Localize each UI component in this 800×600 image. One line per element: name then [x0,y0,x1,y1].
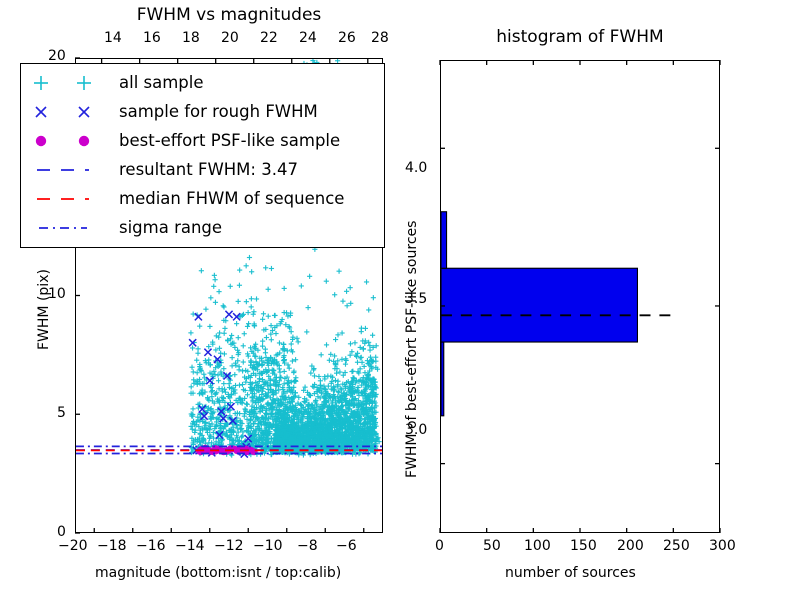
legend-item-median-fhwm: median FHWM of sequence [21,184,384,213]
circle-marker-icon [27,128,119,154]
legend-label: resultant FWHM: 3.47 [119,160,298,179]
dashdot-line-icon [27,215,119,241]
left-toptick-3: 20 [221,30,239,46]
right-xtick-6: 300 [709,538,736,554]
plus-marker-icon [27,70,119,96]
left-yaxis-label: FWHM (pix) [36,269,52,350]
left-xtick-7: −6 [336,538,357,554]
dashed-line-icon [27,186,119,212]
left-toptick-7: 28 [371,30,389,46]
legend-label: median FHWM of sequence [119,189,345,208]
left-xtick-4: −12 [214,538,244,554]
left-xtick-0: −20 [58,538,88,554]
right-plot-title: histogram of FWHM [496,27,664,47]
left-plot-title: FWHM vs magnitudes [136,5,322,25]
right-xtick-2: 100 [524,538,551,554]
left-xaxis-label: magnitude (bottom:isnt / top:calib) [95,565,342,581]
right-ytick-0: 3.0 [405,422,428,438]
cross-marker-icon [27,99,119,125]
right-ytick-2: 4.0 [405,160,428,176]
left-toptick-1: 16 [143,30,161,46]
left-xtick-6: −8 [297,538,318,554]
right-xtick-0: 0 [435,538,444,554]
legend-label: sample for rough FWHM [119,102,318,121]
legend-item-psf-like: best-effort PSF-like sample [21,126,384,155]
right-xtick-3: 150 [570,538,597,554]
legend-item-rough-fwhm: sample for rough FWHM [21,97,384,126]
legend-item-all-sample: all sample [21,68,384,97]
left-ytick-0: 0 [57,524,66,540]
left-xtick-3: −14 [175,538,205,554]
fwhm-histogram-plot[interactable] [440,60,720,533]
right-yaxis-label: FWHM of best-effort PSF-like sources [404,220,420,478]
right-xtick-1: 50 [483,538,501,554]
dashed-line-icon [27,157,119,183]
left-toptick-0: 14 [104,30,122,46]
left-xtick-2: −16 [136,538,166,554]
legend-label: best-effort PSF-like sample [119,131,341,150]
left-xtick-5: −10 [253,538,283,554]
legend-item-sigma-range: sigma range [21,213,384,242]
left-toptick-4: 22 [260,30,278,46]
left-ytick-3: 20 [48,48,66,64]
legend-label: all sample [119,73,204,92]
left-ytick-2: 10 [48,286,66,302]
legend-box: all sample sample for rough FWHM best-ef… [20,63,385,248]
right-xtick-4: 200 [617,538,644,554]
left-toptick-2: 18 [182,30,200,46]
legend-item-resultant-fwhm: resultant FWHM: 3.47 [21,155,384,184]
legend-label: sigma range [119,218,223,237]
right-xaxis-label: number of sources [505,565,636,581]
left-ytick-1: 5 [57,405,66,421]
left-xtick-1: −18 [97,538,127,554]
right-ytick-1: 3.5 [405,291,428,307]
right-xtick-5: 250 [663,538,690,554]
histogram-bars-layer [441,211,678,417]
left-toptick-5: 24 [299,30,317,46]
scatter-data-layer [76,59,382,459]
left-toptick-6: 26 [338,30,356,46]
